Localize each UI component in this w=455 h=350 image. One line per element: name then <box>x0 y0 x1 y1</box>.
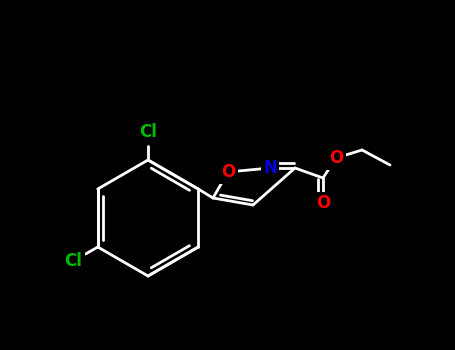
Text: O: O <box>329 149 343 167</box>
Text: Cl: Cl <box>65 252 82 270</box>
Text: O: O <box>221 163 235 181</box>
Text: O: O <box>316 194 330 212</box>
Text: N: N <box>263 159 277 177</box>
Text: Cl: Cl <box>139 123 157 141</box>
